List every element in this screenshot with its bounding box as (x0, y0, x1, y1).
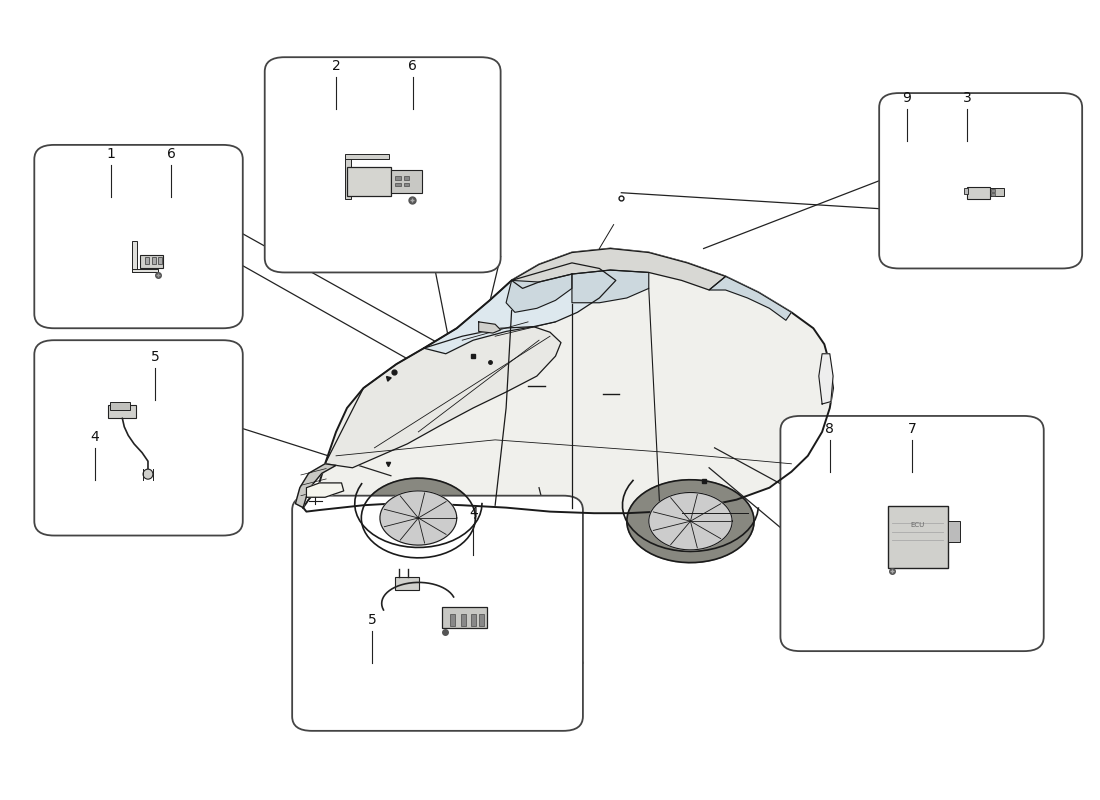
Bar (390, 170, 421, 193)
Bar (450, 614, 455, 626)
Bar (344, 158, 351, 199)
Text: 2: 2 (332, 59, 340, 73)
Bar (140, 254, 163, 268)
Bar (404, 182, 409, 186)
Bar (110, 402, 130, 410)
Polygon shape (362, 478, 475, 558)
Text: 3: 3 (962, 91, 971, 105)
Text: 9: 9 (902, 91, 911, 105)
Text: 6: 6 (408, 59, 417, 73)
Polygon shape (506, 274, 572, 312)
Bar (947, 522, 960, 542)
Bar (442, 607, 487, 628)
Ellipse shape (143, 469, 153, 479)
Text: 4: 4 (469, 506, 477, 519)
Bar (967, 187, 990, 199)
Polygon shape (296, 464, 336, 508)
Bar (109, 406, 136, 418)
Text: 6: 6 (167, 147, 176, 161)
FancyBboxPatch shape (293, 496, 583, 731)
Bar (888, 506, 947, 568)
FancyBboxPatch shape (34, 340, 243, 535)
Text: 4: 4 (90, 430, 99, 444)
Bar (991, 193, 996, 196)
Polygon shape (627, 480, 755, 562)
Bar (346, 167, 390, 196)
FancyBboxPatch shape (879, 93, 1082, 269)
Bar (991, 189, 996, 192)
Bar (132, 269, 158, 273)
Bar (471, 614, 476, 626)
Bar (132, 242, 136, 273)
Bar (158, 257, 162, 264)
Text: 8: 8 (825, 422, 834, 436)
Text: 1: 1 (107, 147, 116, 161)
Polygon shape (478, 322, 500, 333)
Bar (395, 182, 400, 186)
Bar (145, 257, 150, 264)
FancyBboxPatch shape (265, 57, 500, 273)
Polygon shape (379, 491, 456, 545)
Polygon shape (818, 354, 833, 404)
Bar (480, 614, 484, 626)
Text: 7: 7 (908, 422, 916, 436)
Polygon shape (572, 270, 649, 302)
Text: 5: 5 (367, 614, 376, 627)
Polygon shape (512, 249, 726, 290)
Bar (344, 154, 388, 159)
Bar (404, 176, 409, 180)
Polygon shape (649, 493, 733, 550)
Text: ECU: ECU (911, 522, 925, 528)
FancyBboxPatch shape (34, 145, 243, 328)
Bar (395, 577, 419, 590)
Bar (990, 188, 1004, 196)
Polygon shape (424, 263, 616, 354)
Polygon shape (304, 249, 833, 514)
Bar (964, 188, 968, 194)
Text: 5: 5 (151, 350, 160, 364)
Bar (395, 176, 400, 180)
Polygon shape (710, 277, 791, 320)
FancyBboxPatch shape (780, 416, 1044, 651)
Bar (152, 257, 156, 264)
Polygon shape (326, 326, 561, 468)
Bar (461, 614, 466, 626)
Polygon shape (307, 483, 343, 498)
